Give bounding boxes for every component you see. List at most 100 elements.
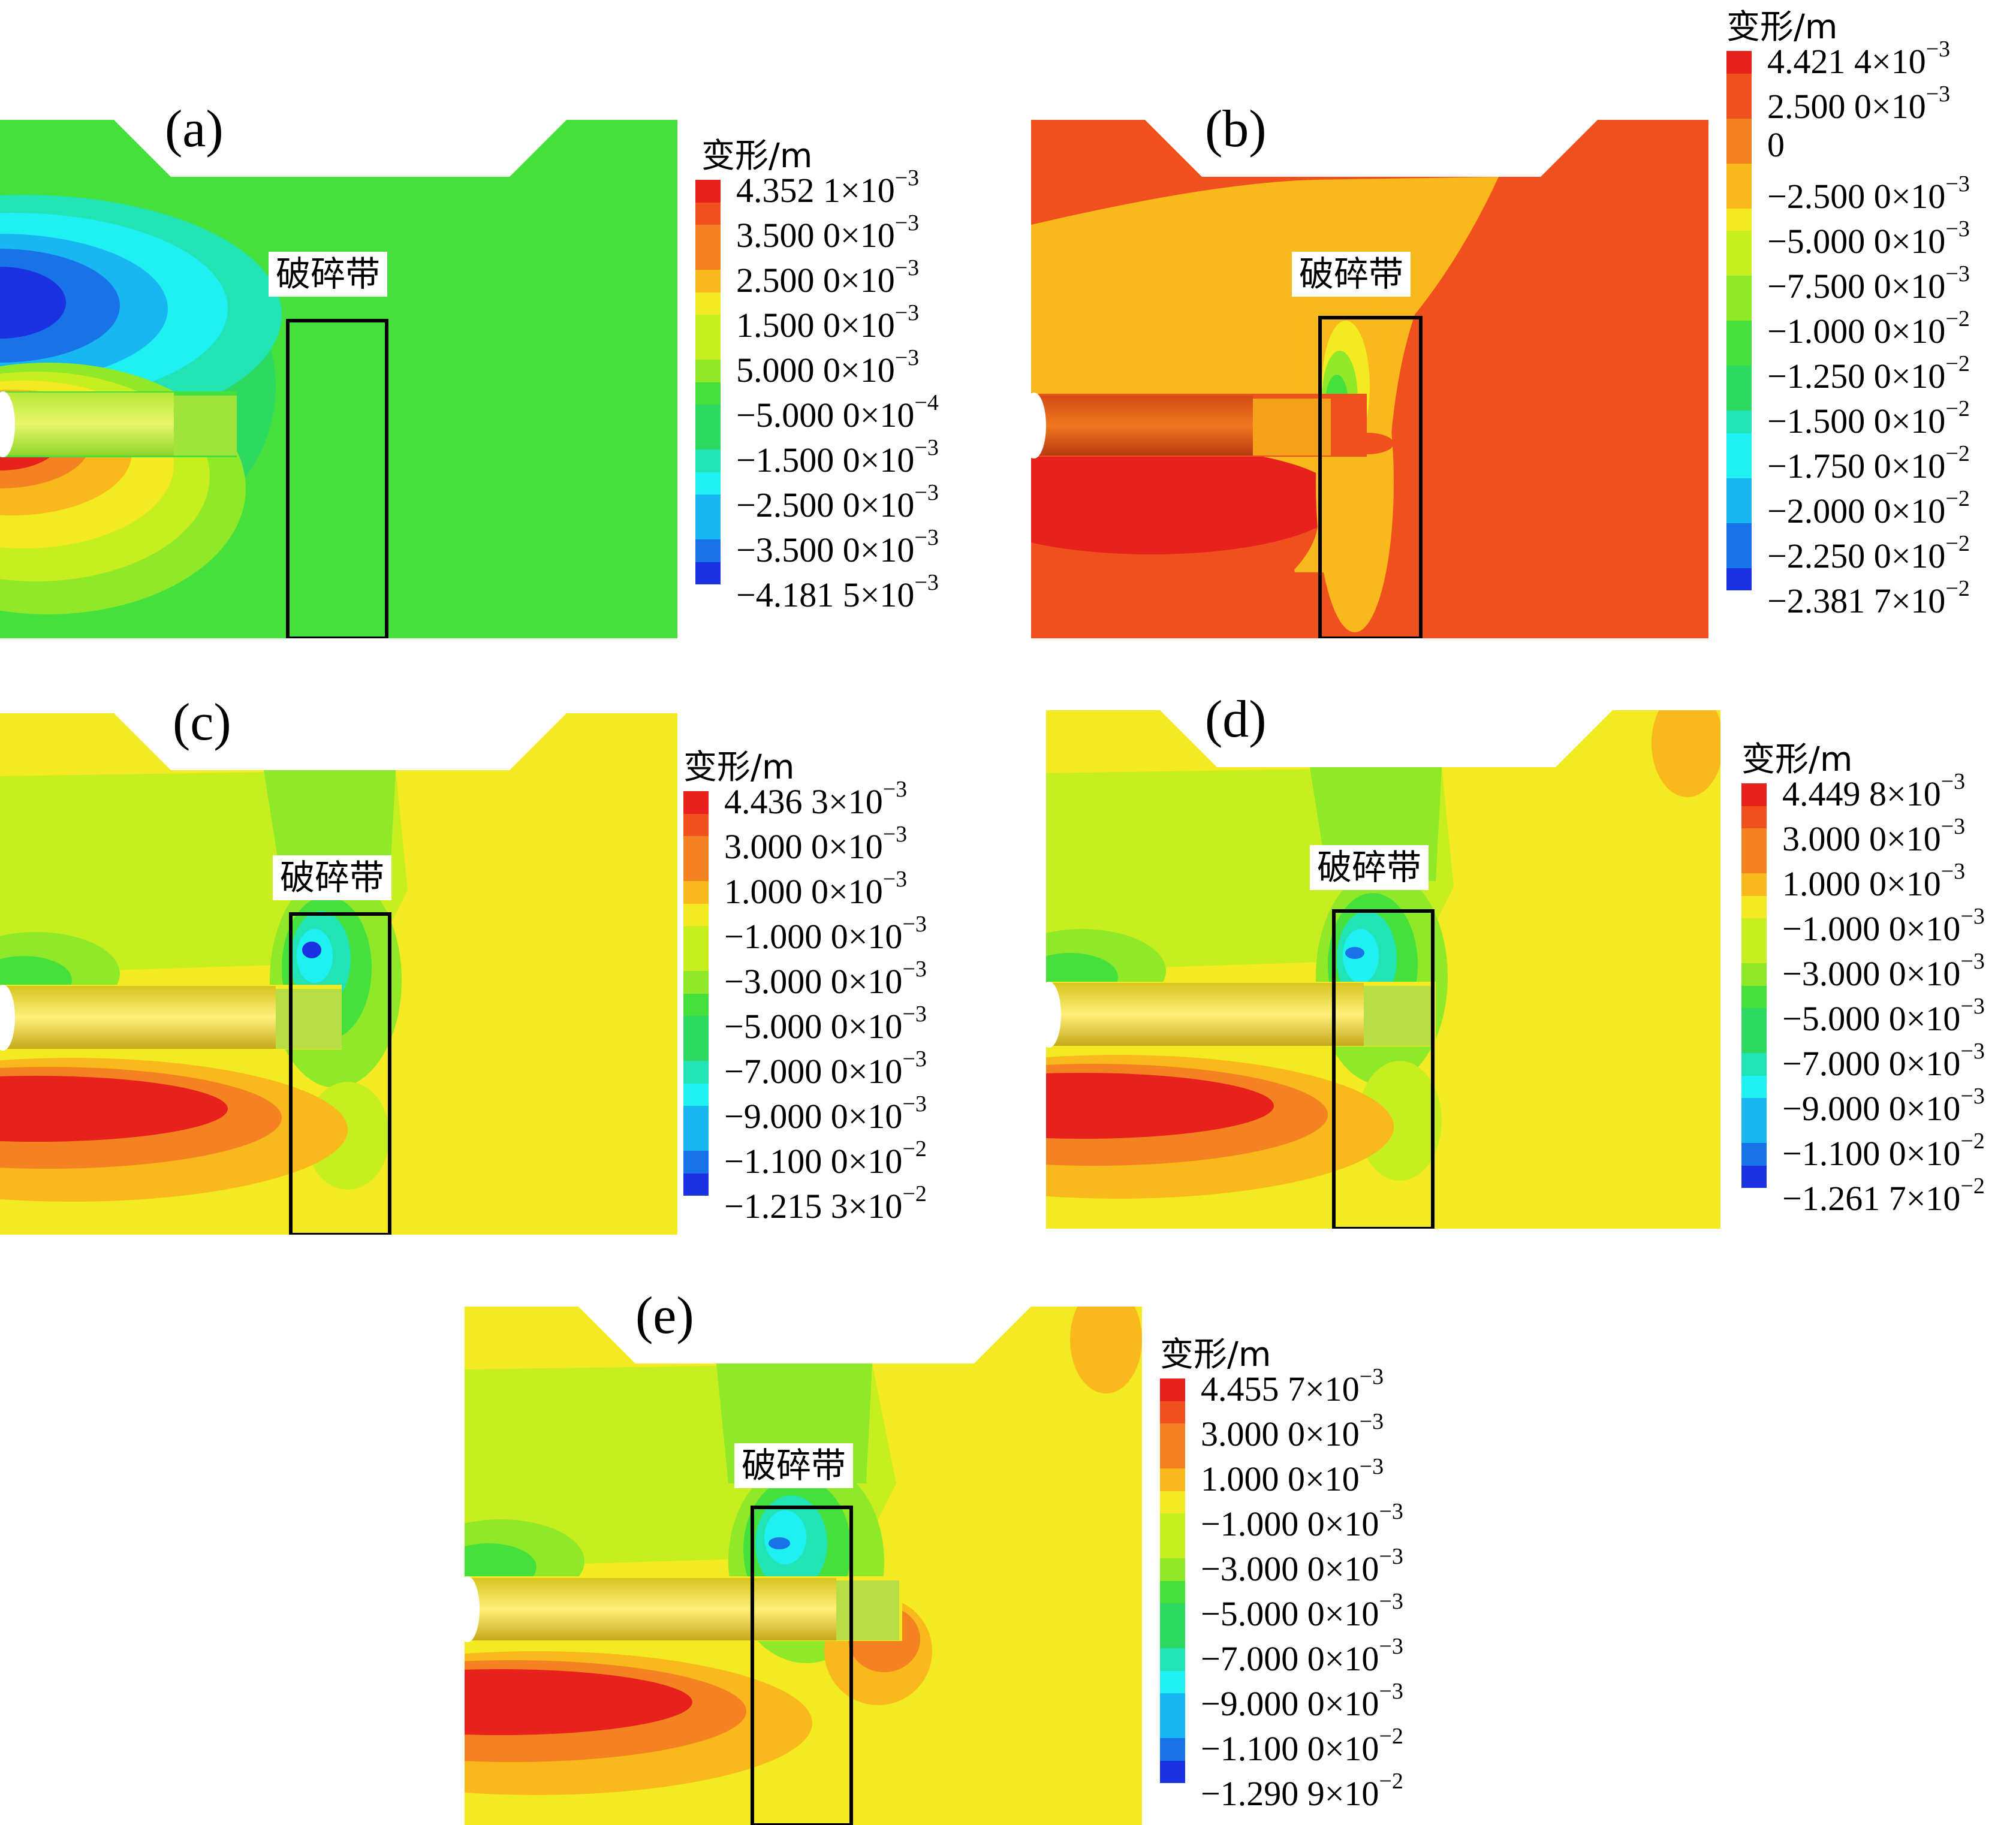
legend-swatch	[1726, 118, 1752, 141]
legend-swatch	[1741, 873, 1767, 896]
legend-swatch	[683, 1173, 709, 1196]
legend-swatch	[1726, 96, 1752, 119]
legend-swatch	[1741, 940, 1767, 963]
legend-exponent: −3	[914, 570, 939, 595]
legend-mantissa: 0	[1767, 125, 1785, 164]
legend-title-e: 变形/m	[1160, 1335, 1271, 1374]
legend-swatch	[1726, 141, 1752, 164]
legend-exponent: −3	[894, 165, 920, 191]
legend-mantissa: −5.000 0	[724, 1007, 848, 1046]
legend-swatch	[683, 813, 709, 836]
legend-mantissa: −5.000 0	[1782, 999, 1906, 1038]
legend-value: −4.181 5×10−3	[736, 571, 939, 613]
legend-swatch	[1160, 1446, 1185, 1468]
legend-mantissa: 4.436 3	[724, 782, 828, 821]
legend-mantissa: −1.100 0	[1201, 1729, 1325, 1768]
legend-mantissa: 1.000 0	[1782, 864, 1887, 903]
legend-mantissa: −9.000 0	[1782, 1089, 1906, 1128]
legend-value: −1.290 9×10−2	[1201, 1770, 1403, 1811]
legend-swatch	[683, 881, 709, 904]
legend-value: 3.500 0×10−3	[736, 212, 919, 253]
legend-swatch	[1726, 388, 1752, 411]
legend-swatch	[695, 450, 721, 472]
legend-mantissa: −2.000 0	[1767, 491, 1891, 530]
legend-swatch	[1160, 1580, 1185, 1603]
legend-mantissa: −2.500 0	[1767, 177, 1891, 216]
legend-times-ten: ×10	[840, 306, 895, 345]
legend-value: −7.000 0×10−3	[724, 1048, 927, 1089]
legend-mantissa: 1.500 0	[736, 306, 840, 345]
legend-times-ten: ×10	[1891, 177, 1946, 216]
legend-swatch	[1726, 366, 1752, 388]
legend-swatch	[1741, 1120, 1767, 1143]
legend-times-ten: ×10	[1324, 1729, 1379, 1768]
legend-value: −1.000 0×10−3	[1201, 1500, 1403, 1542]
legend-mantissa: 3.000 0	[1201, 1414, 1305, 1453]
legend-value: −1.250 0×10−2	[1767, 352, 1970, 394]
legend-mantissa: −9.000 0	[1201, 1684, 1325, 1723]
legend-exponent: −3	[1945, 171, 1970, 197]
legend-times-ten: ×10	[1872, 42, 1926, 81]
legend-value: −2.250 0×10−2	[1767, 532, 1970, 574]
legend-mantissa: −1.261 7	[1782, 1179, 1906, 1218]
legend-mantissa: −4.181 5	[736, 575, 860, 614]
legend-swatch	[695, 494, 721, 517]
legend-value: 4.449 8×10−3	[1782, 770, 1965, 812]
legend-mantissa: 1.000 0	[724, 872, 828, 911]
legend-swatch	[695, 202, 721, 225]
fracture-zone-label-c: 破碎带	[273, 855, 392, 900]
legend-mantissa: 2.500 0	[736, 261, 840, 300]
legend-times-ten: ×10	[848, 1052, 903, 1091]
legend-exponent: −3	[1359, 1364, 1384, 1389]
legend-value: −2.000 0×10−2	[1767, 487, 1970, 529]
legend-exponent: −3	[902, 1091, 927, 1117]
legend-times-ten: ×10	[1305, 1414, 1360, 1453]
legend-swatch	[1726, 276, 1752, 298]
fracture-zone-label-e: 破碎带	[734, 1443, 854, 1488]
legend-exponent: −3	[1960, 1084, 1985, 1109]
legend-swatch	[683, 926, 709, 949]
legend-exponent: −3	[1925, 82, 1951, 107]
legend-times-ten: ×10	[840, 261, 895, 300]
legend-mantissa: 1.000 0	[1201, 1459, 1305, 1498]
legend-swatch	[683, 1083, 709, 1106]
legend-times-ten: ×10	[1324, 1594, 1379, 1633]
legend-swatch	[695, 247, 721, 270]
legend-title-d: 变形/m	[1741, 740, 1853, 779]
legend-exponent: −4	[914, 390, 939, 415]
legend-times-ten: ×10	[840, 171, 895, 210]
fracture-zone-label-d: 破碎带	[1310, 845, 1429, 890]
legend-swatch	[1726, 186, 1752, 209]
legend-times-ten: ×10	[1887, 774, 1941, 813]
legend-colorbar	[1741, 783, 1767, 1188]
legend-times-ten: ×10	[848, 1097, 903, 1136]
legend-swatch	[1726, 456, 1752, 478]
legend-swatch	[695, 539, 721, 562]
legend-value: 4.352 1×10−3	[736, 167, 919, 208]
legend-value: −9.000 0×10−3	[724, 1093, 927, 1134]
legend-times-ten: ×10	[1906, 1044, 1961, 1083]
legend-swatch	[1741, 806, 1767, 828]
legend-value: −2.500 0×10−3	[736, 481, 939, 523]
fracture-zone-box-c	[289, 912, 391, 1235]
legend-exponent: −3	[914, 480, 939, 505]
legend-swatch	[1741, 918, 1767, 941]
legend-swatch	[1160, 1423, 1185, 1446]
legend-mantissa: −3.000 0	[724, 962, 848, 1001]
legend-value: −5.000 0×10−3	[724, 1003, 927, 1044]
legend-exponent: −3	[894, 300, 920, 325]
legend-swatch	[1160, 1670, 1185, 1693]
legend-times-ten: ×10	[1891, 402, 1946, 441]
legend-times-ten: ×10	[1906, 1134, 1961, 1173]
legend-exponent: −3	[1379, 1589, 1403, 1614]
legend-times-ten: ×10	[860, 441, 915, 479]
legend-exponent: −3	[1960, 904, 1985, 929]
legend-exponent: −2	[902, 1136, 927, 1162]
legend-swatch	[683, 791, 709, 814]
legend-exponent: −2	[1960, 1174, 1985, 1199]
legend-swatch	[695, 562, 721, 584]
legend-swatch	[1741, 985, 1767, 1008]
legend-value: −1.500 0×10−2	[1767, 397, 1970, 439]
legend-times-ten: ×10	[860, 396, 915, 435]
legend-value: −1.261 7×10−2	[1782, 1175, 1985, 1216]
